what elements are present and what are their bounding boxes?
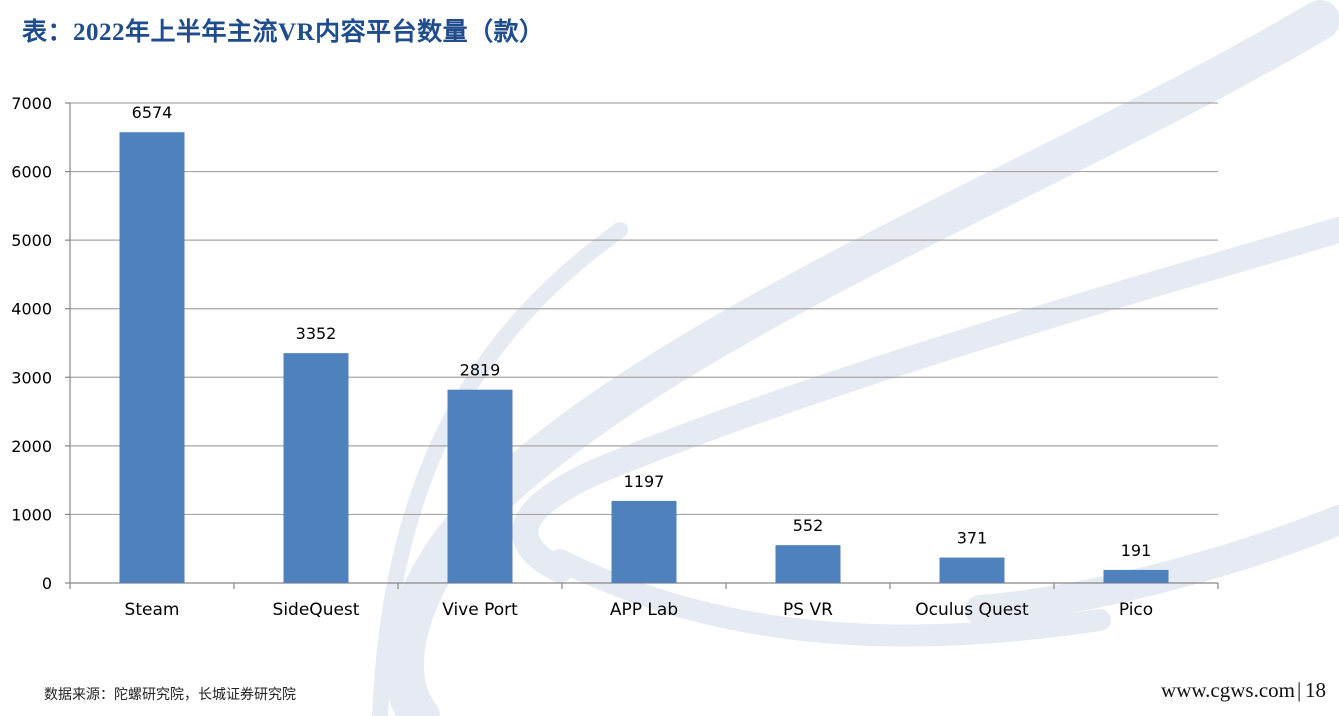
y-tick-label: 0 — [42, 574, 52, 593]
data-label: 552 — [793, 516, 824, 535]
chart-title: 表：2022年上半年主流VR内容平台数量（款） — [22, 19, 545, 46]
y-tick-label: 2000 — [11, 437, 52, 456]
y-tick-label: 7000 — [11, 94, 52, 113]
data-label: 1197 — [624, 472, 665, 491]
x-category-label: Oculus Quest — [915, 600, 1029, 620]
x-category-label: APP Lab — [610, 600, 678, 620]
data-label: 3352 — [296, 324, 337, 343]
bar — [119, 132, 185, 583]
bar — [1103, 569, 1169, 583]
x-category-label: Vive Port — [442, 600, 518, 620]
bar — [775, 545, 841, 583]
y-tick-label: 3000 — [11, 368, 52, 387]
data-label: 191 — [1121, 541, 1152, 560]
y-tick-label: 6000 — [11, 163, 52, 182]
x-category-label: Steam — [125, 600, 180, 620]
x-category-label: SideQuest — [273, 600, 360, 620]
footer-separator: | — [1297, 678, 1302, 702]
x-category-label: PS VR — [783, 600, 833, 620]
bar — [283, 353, 349, 583]
footer-website-url[interactable]: www.cgws.com — [1161, 678, 1295, 702]
data-source-note: 数据来源：陀螺研究院，长城证券研究院 — [44, 687, 296, 703]
bar — [939, 557, 1005, 583]
bar — [447, 389, 513, 583]
y-tick-label: 5000 — [11, 231, 52, 250]
data-label: 6574 — [132, 103, 173, 122]
data-label: 2819 — [460, 361, 501, 380]
bar — [611, 500, 677, 583]
data-label: 371 — [957, 529, 988, 548]
page-number: 18 — [1305, 678, 1326, 702]
x-category-label: Pico — [1119, 600, 1153, 620]
y-tick-label: 4000 — [11, 300, 52, 319]
y-tick-label: 1000 — [11, 505, 52, 524]
